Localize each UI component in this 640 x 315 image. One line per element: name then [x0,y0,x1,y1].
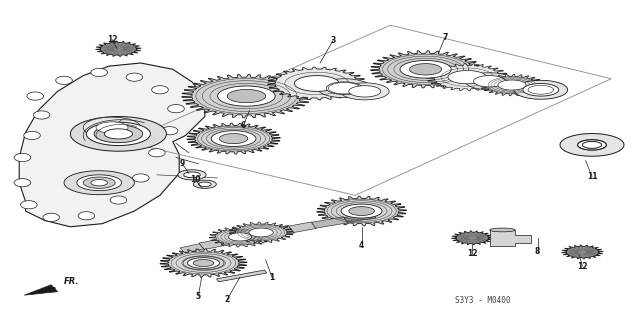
Polygon shape [95,41,141,57]
Text: 12: 12 [577,262,588,271]
Polygon shape [220,134,248,144]
Polygon shape [211,131,256,146]
Polygon shape [193,180,216,188]
Polygon shape [187,123,280,154]
Polygon shape [193,260,214,266]
Polygon shape [498,80,526,90]
Polygon shape [268,67,366,100]
Polygon shape [263,226,294,238]
Polygon shape [216,270,267,282]
Polygon shape [249,228,273,237]
Circle shape [27,92,44,100]
Text: 9: 9 [180,159,185,168]
Polygon shape [228,233,252,241]
Circle shape [168,105,184,113]
Polygon shape [344,213,376,222]
Polygon shape [240,230,269,242]
Polygon shape [578,140,607,150]
Polygon shape [317,196,406,226]
Polygon shape [448,71,486,84]
Polygon shape [523,83,559,96]
Circle shape [56,76,72,84]
Text: 10: 10 [190,175,200,184]
Polygon shape [474,76,506,87]
Circle shape [14,153,31,162]
Circle shape [78,212,95,220]
Polygon shape [24,285,58,295]
Polygon shape [91,180,108,186]
Polygon shape [227,89,266,103]
Polygon shape [19,63,205,227]
Polygon shape [582,141,602,148]
Text: 2: 2 [225,295,230,304]
Circle shape [161,127,178,135]
Polygon shape [182,74,311,118]
Polygon shape [340,83,389,100]
Polygon shape [371,51,481,88]
Polygon shape [317,79,371,98]
Polygon shape [349,86,381,97]
Text: 3: 3 [330,37,335,45]
Polygon shape [229,222,293,243]
Circle shape [152,86,168,94]
Circle shape [91,68,108,77]
Polygon shape [480,74,544,96]
Text: S3Y3 - M0400: S3Y3 - M0400 [456,296,511,305]
Circle shape [132,174,149,182]
Polygon shape [188,258,220,268]
Polygon shape [312,217,348,228]
Polygon shape [199,239,223,249]
Polygon shape [83,117,141,138]
Text: 5: 5 [196,292,201,301]
Polygon shape [218,86,275,106]
Text: 6: 6 [241,122,246,130]
Polygon shape [104,129,132,139]
Polygon shape [490,230,531,246]
Polygon shape [209,227,271,247]
Text: 1: 1 [269,273,275,282]
Polygon shape [341,204,382,218]
Text: FR.: FR. [64,278,79,286]
Polygon shape [426,64,508,91]
Polygon shape [184,172,200,178]
Polygon shape [294,76,339,91]
Polygon shape [77,175,122,191]
Polygon shape [94,125,143,143]
Polygon shape [83,177,115,188]
Polygon shape [400,60,451,78]
Polygon shape [218,235,246,246]
Polygon shape [465,73,514,90]
Polygon shape [326,82,362,94]
Circle shape [43,213,60,221]
Circle shape [20,201,37,209]
Polygon shape [70,117,166,151]
Polygon shape [64,171,134,195]
Polygon shape [178,170,206,180]
Text: 11: 11 [587,172,597,181]
Text: 12: 12 [467,249,477,258]
Circle shape [14,179,31,187]
Polygon shape [561,245,604,259]
Polygon shape [96,122,128,133]
Circle shape [126,73,143,81]
Polygon shape [514,80,568,99]
Circle shape [148,149,165,157]
Polygon shape [410,64,442,75]
Polygon shape [198,182,211,186]
Polygon shape [180,244,204,253]
Polygon shape [560,134,624,156]
Text: 7: 7 [442,33,447,42]
Polygon shape [490,228,515,232]
Polygon shape [86,122,150,146]
Circle shape [24,131,40,140]
Text: 4: 4 [359,241,364,250]
Polygon shape [289,222,316,232]
Circle shape [110,196,127,204]
Polygon shape [160,249,247,277]
Polygon shape [349,207,374,215]
Text: 8: 8 [535,248,540,256]
Polygon shape [451,231,493,245]
Circle shape [33,111,50,119]
Text: 12: 12 [107,35,117,44]
